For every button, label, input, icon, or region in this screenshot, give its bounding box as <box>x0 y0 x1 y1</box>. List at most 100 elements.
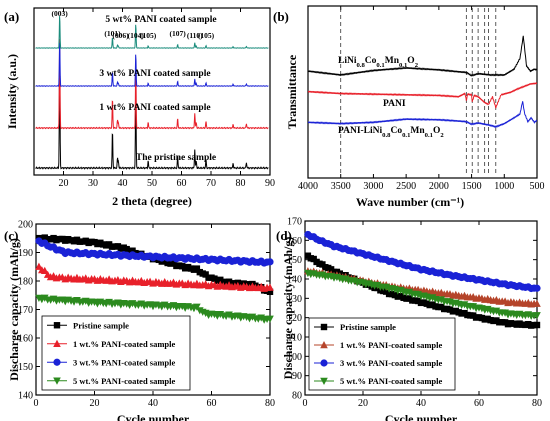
peak-label: (110) <box>187 31 203 40</box>
x-tick-label: 3500 <box>331 181 351 192</box>
series-label: 3 wt% PANI coated sample <box>99 69 210 79</box>
panel-label: (b) <box>273 9 289 24</box>
xrd-series-line <box>35 38 269 130</box>
series-label: PANI <box>383 99 406 109</box>
y-tick-label: 200 <box>18 220 33 231</box>
legend-label: Pristine sample <box>73 320 129 330</box>
x-tick-label: 40 <box>148 398 158 409</box>
x-tick-label: 20 <box>358 398 368 409</box>
y-tick-label: 90 <box>292 371 302 382</box>
y-tick-label: 150 <box>287 255 302 266</box>
panel-a: 20 30 40 50 60 70 80 90 (a) 2 theta (degree) Inten… <box>4 7 275 208</box>
peak-label: (105) <box>198 31 215 40</box>
plot-frame <box>307 5 538 179</box>
series-label: LiNi0.8Co0.1Mn0.1O2 <box>338 56 419 69</box>
x-tick-label: 30 <box>88 178 98 189</box>
series-label: The pristine sample <box>136 153 216 163</box>
data-point <box>114 299 122 307</box>
data-point <box>73 296 81 305</box>
data-point <box>533 321 541 329</box>
series-label: 1 wt% PANI coated sample <box>99 103 210 113</box>
x-tick-label: 60 <box>207 398 217 409</box>
peak-label: (003) <box>52 9 69 18</box>
data-point <box>533 299 541 307</box>
x-tick-label: 3000 <box>363 181 383 192</box>
x-tick-label: 90 <box>265 178 275 189</box>
data-point <box>193 303 201 311</box>
legend-marker <box>320 377 328 385</box>
data-point <box>266 315 274 323</box>
ftir-series-line <box>307 35 538 77</box>
y-tick-label: 170 <box>287 217 302 228</box>
panel-c: 0 20 40 60 80 140 150 160 170 180 190 200(c) Cycle n… <box>4 220 275 421</box>
y-axis-title: Intensity (a.u.) <box>5 54 19 129</box>
y-tick-label: 160 <box>287 236 302 247</box>
xrd-series-line <box>35 16 269 49</box>
data-point <box>533 284 541 292</box>
data-point <box>350 277 359 285</box>
legend-box <box>308 317 456 391</box>
peak-label: (104) <box>128 31 145 40</box>
legend-label: Pristine sample <box>340 322 396 332</box>
x-tick-label: 4000 <box>298 181 318 192</box>
ftir-series-line <box>307 82 538 109</box>
xrd-series-line <box>35 55 269 170</box>
y-axis-title: Transmittance <box>285 54 299 129</box>
y-tick-label: 130 <box>287 294 302 305</box>
legend-marker <box>53 377 61 385</box>
panel-label: (d) <box>276 228 292 243</box>
x-tick-label: 20 <box>59 178 69 189</box>
data-point <box>266 258 274 266</box>
peak-label: (101) <box>104 29 121 38</box>
x-tick-label: 1500 <box>462 181 482 192</box>
legend-label: 3 wt.% PANI-coated sample <box>340 358 443 368</box>
y-tick-label: 160 <box>18 334 33 345</box>
legend-marker <box>53 322 61 329</box>
panel-label: (c) <box>4 228 18 243</box>
x-axis-title: Cycle number <box>117 412 190 421</box>
y-tick-label: 140 <box>18 391 33 402</box>
y-tick-label: 100 <box>287 352 302 363</box>
y-tick-label: 170 <box>18 305 33 316</box>
x-tick-label: 20 <box>90 398 100 409</box>
peak-label: (006) <box>112 31 129 40</box>
x-axis-title: Cycle number <box>385 412 458 421</box>
peak-label: (107) <box>170 29 187 38</box>
data-point <box>234 312 242 320</box>
x-tick-label: 60 <box>177 178 187 189</box>
xrd-series-line <box>35 42 269 87</box>
legend-marker <box>53 358 61 366</box>
legend-label: 5 wt.% PANI-coated sample <box>340 376 443 386</box>
series-label: 5 wt% PANI coated sample <box>105 15 216 25</box>
x-tick-label: 2000 <box>429 181 449 192</box>
series-label: PANI-LiNi0.8Co0.1Mn0.1O2 <box>338 126 444 139</box>
y-tick-label: 80 <box>292 391 302 402</box>
legend-label: 1 wt.% PANI-coated sample <box>73 339 176 349</box>
panel-d: 0 20 40 60 80 80 90 100 110 120 130 140 150 160 170(d)… <box>276 217 542 421</box>
y-axis-title: Discharge capacity (mAh/g) <box>7 238 21 381</box>
legend-marker <box>53 339 61 347</box>
panel-label: (a) <box>4 9 19 24</box>
x-tick-label: 2500 <box>396 181 416 192</box>
y-tick-label: 190 <box>18 248 33 259</box>
y-tick-label: 180 <box>18 277 33 288</box>
x-tick-label: 500 <box>530 181 545 192</box>
x-tick-label: 1000 <box>494 181 514 192</box>
x-tick-label: 80 <box>265 398 275 409</box>
x-tick-label: 60 <box>474 398 484 409</box>
y-tick-label: 150 <box>18 362 33 373</box>
x-axis-title: 2 theta (degree) <box>112 194 192 208</box>
legend-marker <box>320 323 328 331</box>
legend-label: 1 wt.% PANI-coated sample <box>340 340 443 350</box>
x-tick-label: 80 <box>532 398 542 409</box>
peak-label: (105) <box>140 31 157 40</box>
legend-box <box>41 315 191 391</box>
ftir-series-line <box>307 101 538 129</box>
y-tick-label: 110 <box>287 333 302 344</box>
x-tick-label: 50 <box>147 178 157 189</box>
x-axis-title: Wave number (cm⁻¹) <box>356 195 464 209</box>
x-tick-label: 40 <box>118 178 128 189</box>
data-point <box>533 312 541 320</box>
x-tick-label: 0 <box>303 398 308 409</box>
data-point <box>202 271 209 278</box>
